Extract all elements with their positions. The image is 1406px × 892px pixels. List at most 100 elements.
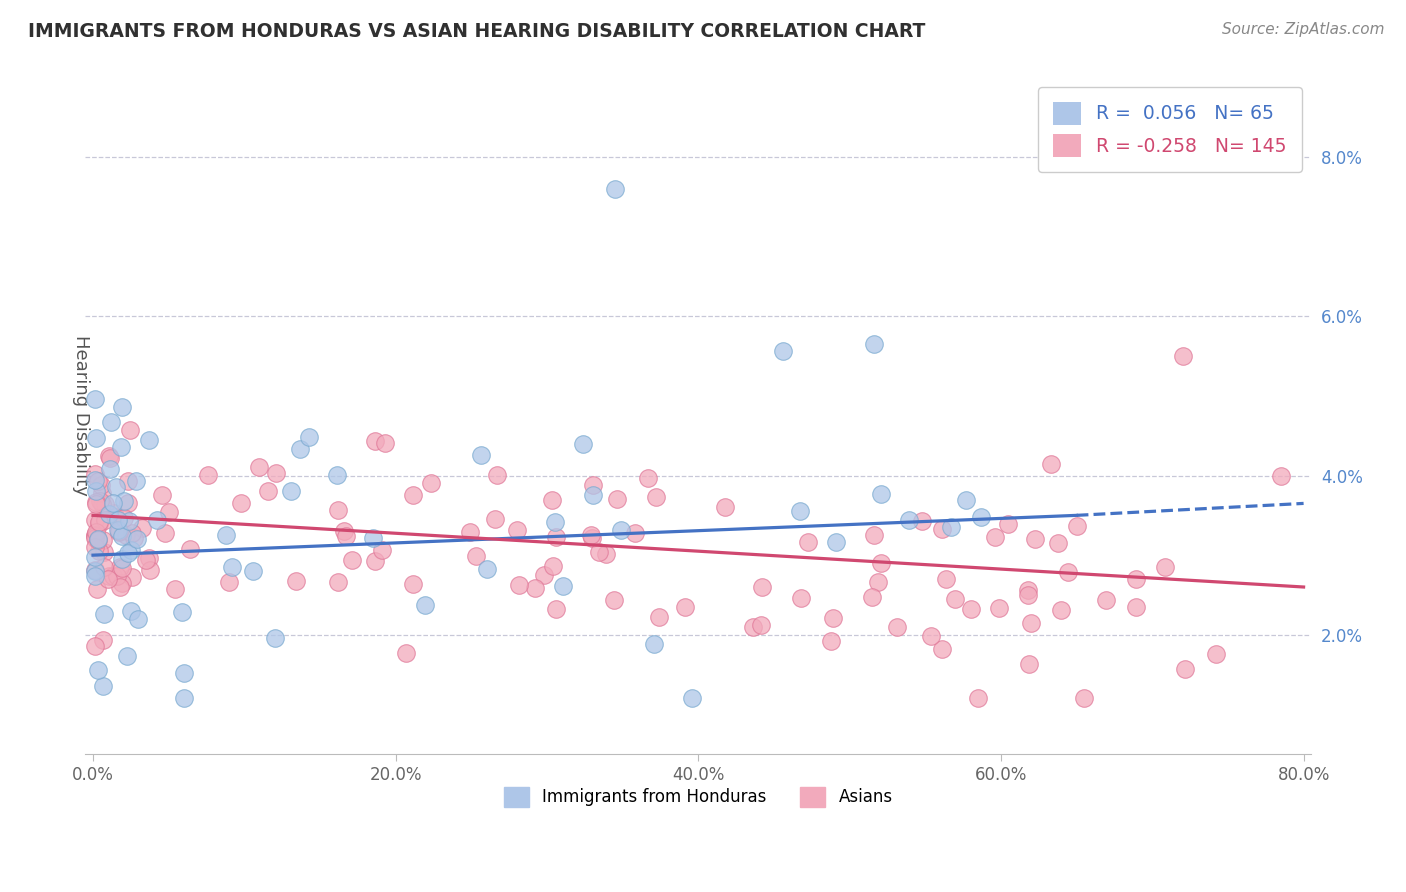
Point bbox=[87, 515, 110, 529]
Point bbox=[83, 473, 105, 487]
Point bbox=[581, 488, 603, 502]
Point bbox=[943, 591, 966, 606]
Point bbox=[955, 493, 977, 508]
Point bbox=[681, 691, 703, 706]
Point bbox=[117, 546, 139, 560]
Point bbox=[83, 540, 105, 554]
Point bbox=[546, 530, 568, 544]
Point bbox=[987, 601, 1010, 615]
Point bbox=[86, 533, 108, 547]
Point bbox=[83, 513, 105, 527]
Point bbox=[326, 468, 349, 483]
Point bbox=[970, 510, 993, 524]
Point bbox=[83, 568, 105, 582]
Point bbox=[413, 598, 436, 612]
Point bbox=[83, 639, 105, 653]
Point bbox=[524, 581, 547, 595]
Point bbox=[89, 493, 111, 508]
Point bbox=[84, 495, 107, 509]
Point bbox=[84, 432, 107, 446]
Point bbox=[197, 467, 219, 482]
Point bbox=[1057, 565, 1080, 579]
Point bbox=[155, 526, 177, 541]
Point bbox=[1050, 603, 1073, 617]
Point bbox=[173, 665, 195, 680]
Point bbox=[553, 579, 575, 593]
Point bbox=[1017, 588, 1039, 602]
Point bbox=[714, 500, 737, 515]
Point bbox=[94, 497, 117, 511]
Point bbox=[97, 508, 120, 522]
Point bbox=[131, 521, 153, 535]
Point bbox=[603, 182, 626, 196]
Point bbox=[218, 574, 240, 589]
Point bbox=[1095, 593, 1118, 607]
Point bbox=[221, 559, 243, 574]
Point bbox=[179, 542, 201, 557]
Point bbox=[214, 528, 236, 542]
Point bbox=[249, 460, 271, 475]
Point bbox=[363, 531, 385, 545]
Point bbox=[135, 553, 157, 567]
Point bbox=[93, 607, 115, 621]
Point bbox=[820, 634, 842, 648]
Point bbox=[98, 462, 121, 476]
Point bbox=[921, 629, 943, 643]
Point bbox=[1153, 560, 1175, 574]
Point bbox=[150, 487, 173, 501]
Point bbox=[470, 448, 492, 462]
Point bbox=[1066, 519, 1088, 533]
Point bbox=[458, 524, 481, 539]
Legend: Immigrants from Honduras, Asians: Immigrants from Honduras, Asians bbox=[498, 780, 900, 814]
Point bbox=[624, 526, 647, 541]
Point bbox=[326, 502, 349, 516]
Point bbox=[533, 568, 555, 582]
Point bbox=[173, 691, 195, 706]
Point bbox=[420, 476, 443, 491]
Point bbox=[870, 486, 893, 500]
Point bbox=[90, 486, 112, 500]
Point bbox=[91, 679, 114, 693]
Point bbox=[108, 525, 131, 540]
Point bbox=[328, 575, 350, 590]
Point bbox=[772, 344, 794, 359]
Point bbox=[104, 510, 127, 524]
Point bbox=[120, 604, 142, 618]
Point bbox=[1024, 532, 1046, 546]
Point bbox=[1017, 582, 1039, 597]
Point bbox=[231, 496, 253, 510]
Point bbox=[506, 524, 529, 538]
Point bbox=[138, 550, 160, 565]
Point bbox=[648, 610, 671, 624]
Point bbox=[546, 602, 568, 616]
Point bbox=[111, 560, 134, 574]
Point bbox=[588, 545, 610, 559]
Point bbox=[605, 491, 627, 506]
Point bbox=[107, 513, 129, 527]
Point bbox=[105, 569, 128, 583]
Point bbox=[673, 600, 696, 615]
Point bbox=[91, 533, 114, 547]
Point bbox=[108, 524, 131, 538]
Point bbox=[121, 570, 143, 584]
Point bbox=[374, 436, 396, 450]
Point bbox=[122, 532, 145, 546]
Point bbox=[1125, 600, 1147, 615]
Point bbox=[643, 637, 665, 651]
Point bbox=[1039, 457, 1062, 471]
Point bbox=[751, 581, 773, 595]
Point bbox=[86, 582, 108, 596]
Point bbox=[111, 400, 134, 414]
Point bbox=[582, 478, 605, 492]
Point bbox=[112, 511, 135, 525]
Point bbox=[117, 474, 139, 488]
Point bbox=[364, 554, 387, 568]
Point bbox=[86, 498, 108, 512]
Point bbox=[103, 569, 125, 583]
Point bbox=[610, 523, 633, 537]
Point bbox=[86, 533, 108, 548]
Point bbox=[117, 496, 139, 510]
Point bbox=[333, 524, 356, 539]
Point bbox=[1046, 536, 1069, 550]
Point bbox=[103, 496, 125, 510]
